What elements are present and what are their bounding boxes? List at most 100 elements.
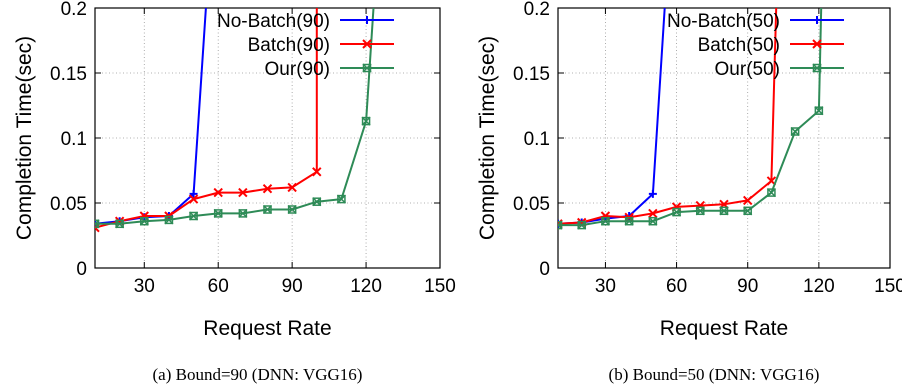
data-point — [312, 197, 322, 206]
series-Our(90) — [95, 8, 375, 229]
data-point — [719, 206, 729, 216]
data-point — [238, 209, 248, 218]
data-point — [790, 127, 800, 136]
data-point — [743, 206, 752, 216]
panel-caption: (a) Bound=90 (DNN: VGG16) — [153, 365, 363, 384]
data-point-cross — [814, 106, 824, 116]
data-point — [672, 207, 681, 217]
data-point — [648, 189, 657, 198]
x-axis-label: Request Rate — [203, 317, 331, 340]
x-tick-label: 30 — [134, 276, 155, 297]
legend-marker — [363, 16, 371, 24]
x-tick-label: 150 — [424, 276, 456, 297]
y-tick-label: 0.2 — [524, 0, 550, 20]
data-point — [164, 215, 174, 225]
y-tick-label: 0.15 — [50, 64, 87, 85]
data-point-cross — [287, 204, 297, 215]
x-tick-label: 60 — [666, 276, 687, 297]
data-point — [361, 116, 371, 126]
y-axis-label: Completion Time(sec) — [476, 36, 499, 240]
plot-frame — [557, 7, 891, 269]
legend-label: Batch(50) — [698, 35, 780, 56]
data-point-cross — [361, 116, 371, 126]
chart-panel-2: 30 60 90 120 150 0 0.05 0.1 0.15 0.2 Request Rate C… — [476, 0, 902, 384]
x-tick-label: 60 — [208, 276, 229, 297]
data-point — [601, 216, 610, 226]
data-point-cross — [312, 197, 322, 207]
data-point-cross — [189, 211, 199, 221]
data-point — [696, 206, 705, 216]
data-point-cross — [262, 204, 273, 215]
legend-marker — [362, 63, 372, 73]
x-tick-label: 150 — [874, 276, 902, 297]
data-point-cross — [558, 220, 563, 230]
data-point — [558, 220, 563, 230]
chart-panel-1: 30 60 90 120 150 0 0.05 0.1 0.15 0.2 Request Rate C… — [13, 0, 456, 384]
x-axis-label: Request Rate — [660, 317, 788, 340]
data-point-cross — [139, 216, 149, 226]
legend-marker — [812, 63, 822, 73]
y-tick-label: 0 — [76, 259, 87, 280]
data-point — [767, 188, 776, 197]
legend-label: Our(50) — [715, 59, 780, 80]
data-point — [624, 216, 634, 226]
legend-label: Our(90) — [265, 59, 330, 80]
series-line — [558, 8, 666, 225]
legend-label: No-Batch(50) — [667, 11, 780, 32]
y-tick-label: 0 — [539, 259, 550, 280]
data-point-cross — [95, 219, 100, 229]
series-line — [558, 8, 823, 227]
data-point-cross — [743, 206, 753, 216]
legend-marker — [362, 39, 372, 49]
data-point — [577, 220, 586, 230]
data-point — [648, 216, 658, 226]
data-point-cross — [719, 206, 729, 216]
data-point — [189, 189, 198, 198]
data-point — [189, 211, 198, 221]
data-point — [743, 195, 753, 206]
legend-label: No-Batch(90) — [217, 11, 330, 32]
data-point-cross — [213, 208, 223, 218]
data-point — [337, 194, 346, 204]
data-point-cross — [648, 216, 658, 226]
data-point — [213, 209, 223, 218]
data-point-cross — [238, 208, 248, 218]
legend-label: Batch(90) — [248, 35, 330, 56]
x-tick-label: 30 — [595, 276, 616, 297]
data-point-cross — [766, 188, 776, 198]
data-point — [95, 219, 100, 229]
legend-marker-cross — [812, 63, 822, 73]
data-point — [263, 205, 272, 214]
y-axis-label: Completion Time(sec) — [13, 36, 36, 240]
legend-marker — [812, 39, 822, 49]
data-point — [262, 183, 273, 194]
data-point-cross — [577, 220, 587, 230]
data-point — [95, 222, 100, 233]
panel-caption: (b) Bound=50 (DNN: VGG16) — [609, 365, 820, 384]
y-tick-label: 0.1 — [61, 129, 87, 150]
data-point — [287, 182, 297, 193]
data-point — [287, 205, 297, 214]
y-tick-label: 0.05 — [513, 194, 550, 215]
x-tick-label: 120 — [803, 276, 835, 297]
y-tick-label: 0.2 — [61, 0, 87, 20]
legend-marker — [813, 16, 821, 24]
data-point — [115, 219, 124, 229]
plot-area — [95, 8, 375, 233]
x-tick-label: 90 — [737, 276, 758, 297]
plot-area — [558, 8, 824, 230]
legend: No-Batch(50) Batch(50) Our(50) — [667, 11, 844, 80]
legend: No-Batch(90) Batch(90) Our(90) — [217, 11, 394, 80]
data-point-cross — [336, 194, 346, 204]
data-point-cross — [624, 216, 634, 226]
series-No-Batch(50) — [558, 8, 666, 228]
data-point — [238, 187, 248, 198]
data-point — [814, 106, 824, 115]
series-line — [95, 8, 375, 225]
y-tick-label: 0.1 — [524, 129, 550, 150]
series-No-Batch(90) — [95, 8, 207, 228]
y-tick-label: 0.05 — [50, 194, 87, 215]
data-point-cross — [115, 219, 125, 229]
data-point-cross — [790, 126, 800, 137]
